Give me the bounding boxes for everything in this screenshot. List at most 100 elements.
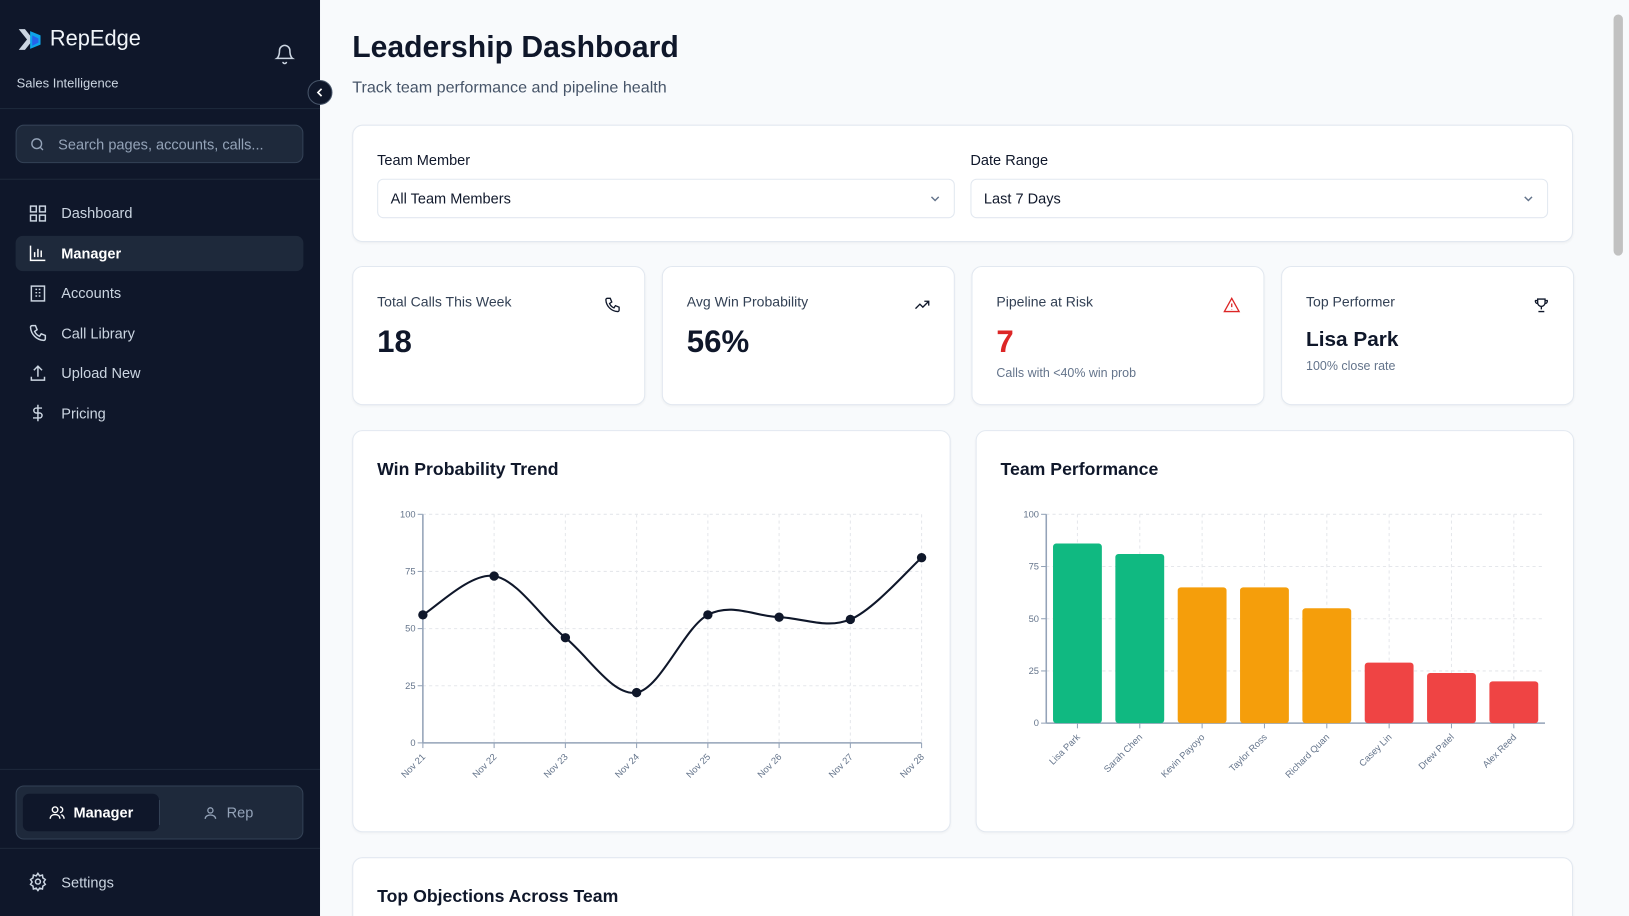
- sidebar-item-label: Call Library: [61, 324, 135, 342]
- bar: [1364, 662, 1414, 724]
- page-title: Leadership Dashboard: [352, 31, 679, 65]
- y-tick-label: 100: [400, 509, 416, 519]
- date-range-value: Last 7 Days: [983, 190, 1061, 207]
- team-performance-card: Team Performance 0 25 50 75 100 Lisa Park Sara…: [975, 430, 1575, 833]
- x-tick-label: Sarah Chen: [1102, 732, 1144, 774]
- collapse-sidebar-button[interactable]: [307, 80, 333, 105]
- chart-title: Team Performance: [1000, 459, 1159, 479]
- data-point: [916, 553, 927, 563]
- logo[interactable]: RepEdge: [17, 27, 141, 52]
- kpi-title: Top Performer: [1306, 294, 1395, 310]
- sidebar-item-accounts[interactable]: Accounts: [16, 275, 304, 310]
- role-manager-button[interactable]: Manager: [22, 793, 159, 832]
- user-icon: [204, 806, 217, 819]
- upload-icon: [30, 364, 46, 381]
- search-placeholder: Search pages, accounts, calls...: [58, 135, 264, 153]
- building-icon: [30, 284, 46, 302]
- x-tick-label: Nov 27: [827, 752, 855, 780]
- scrollbar[interactable]: [1608, 0, 1629, 916]
- kpi-title: Total Calls This Week: [377, 294, 512, 310]
- win-probability-card: Win Probability Trend 0 25 50 75 100 Nov 21 No…: [352, 430, 951, 833]
- bar-chart-icon: [29, 245, 46, 262]
- objections-title: Top Objections Across Team: [377, 886, 619, 907]
- bar: [1427, 673, 1476, 724]
- scrollbar-thumb[interactable]: [1613, 14, 1623, 256]
- bar: [1177, 587, 1227, 724]
- chevron-down-icon: [930, 196, 940, 202]
- trending-up-icon: [915, 300, 930, 310]
- app-tagline: Sales Intelligence: [16, 75, 119, 91]
- app-name: RepEdge: [49, 27, 141, 51]
- sidebar: RepEdge Sales Intelligence Search pages,…: [0, 0, 333, 916]
- bar: [1240, 587, 1289, 724]
- role-rep-button[interactable]: Rep: [160, 794, 296, 831]
- x-tick-label: Nov 23: [542, 752, 570, 780]
- sidebar-item-dashboard[interactable]: Dashboard: [16, 195, 304, 230]
- kpi-value: 56%: [686, 325, 750, 360]
- x-tick-label: Nov 22: [471, 752, 499, 780]
- alert-triangle-icon: [1223, 296, 1241, 313]
- x-tick-label: Nov 26: [756, 752, 784, 780]
- data-point: [489, 571, 499, 581]
- role-rep-label: Rep: [226, 804, 254, 821]
- sidebar-item-label: Manager: [61, 244, 122, 262]
- team-performance-bar-chart: 0 25 50 75 100 Lisa Park Sarah Chen Kevin Payoy…: [1023, 509, 1545, 780]
- bar: [1053, 543, 1102, 724]
- settings-link[interactable]: Settings: [28, 872, 114, 892]
- sidebar-item-upload-new[interactable]: Upload New: [16, 355, 304, 390]
- kpi-value: Lisa Park: [1306, 328, 1399, 352]
- x-tick-label: Lisa Park: [1047, 732, 1082, 767]
- sidebar-nav: Dashboard Manager Accounts Call Library Uplo…: [15, 195, 304, 435]
- sidebar-item-pricing[interactable]: Pricing: [16, 395, 304, 430]
- sidebar-item-call-library[interactable]: Call Library: [16, 315, 304, 350]
- x-tick-label: Nov 24: [613, 752, 641, 780]
- y-tick-label: 50: [1029, 614, 1039, 624]
- sidebar-item-label: Upload New: [61, 364, 141, 382]
- data-point: [774, 612, 784, 622]
- page-subtitle: Track team performance and pipeline heal…: [352, 78, 667, 97]
- kpi-title: Avg Win Probability: [686, 294, 809, 310]
- x-tick-label: Nov 28: [898, 752, 926, 780]
- bell-icon[interactable]: [274, 44, 296, 65]
- sidebar-item-label: Accounts: [61, 284, 122, 302]
- search-icon: [31, 137, 44, 150]
- bar: [1115, 553, 1165, 724]
- kpi-card: Total Calls This Week 18: [352, 265, 646, 406]
- divider: [0, 768, 321, 770]
- team-member-value: All Team Members: [390, 190, 511, 207]
- date-range-label: Date Range: [970, 151, 1049, 169]
- team-member-label: Team Member: [377, 151, 471, 169]
- main-content: Leadership Dashboard Track team performa…: [320, 0, 1629, 916]
- series-line: [422, 556, 923, 694]
- x-tick-label: Alex Reed: [1481, 732, 1519, 770]
- data-point: [560, 633, 571, 643]
- kpi-subtext: 100% close rate: [1306, 358, 1396, 374]
- y-tick-label: 100: [1023, 509, 1039, 519]
- x-tick-label: Casey Lin: [1357, 732, 1393, 768]
- bar: [1489, 681, 1539, 724]
- filters-card: Team Member All Team Members Date Range …: [352, 124, 1574, 243]
- data-point: [703, 610, 713, 620]
- x-tick-label: Nov 21: [399, 752, 427, 780]
- chevron-left-icon: [316, 88, 323, 97]
- date-range-select[interactable]: Last 7 Days: [970, 178, 1549, 219]
- settings-label: Settings: [61, 873, 114, 890]
- trophy-icon: [1534, 298, 1549, 313]
- gear-icon: [29, 872, 47, 892]
- data-point: [631, 687, 642, 698]
- divider: [0, 108, 321, 110]
- kpi-subtext: Calls with <40% win prob: [996, 365, 1137, 381]
- y-tick-label: 0: [1034, 718, 1039, 728]
- bar: [1302, 608, 1352, 724]
- y-tick-label: 75: [1029, 562, 1039, 572]
- x-tick-label: Kevin Payoyo: [1159, 732, 1206, 779]
- role-manager-label: Manager: [73, 804, 134, 821]
- x-tick-label: Nov 25: [684, 752, 712, 780]
- grid-icon: [29, 204, 47, 222]
- sidebar-item-manager[interactable]: Manager: [15, 235, 304, 271]
- search-input[interactable]: Search pages, accounts, calls...: [15, 124, 304, 164]
- kpi-value: 18: [377, 325, 412, 360]
- team-member-select[interactable]: All Team Members: [377, 178, 955, 219]
- kpi-title: Pipeline at Risk: [996, 294, 1094, 310]
- y-tick-label: 25: [405, 681, 415, 691]
